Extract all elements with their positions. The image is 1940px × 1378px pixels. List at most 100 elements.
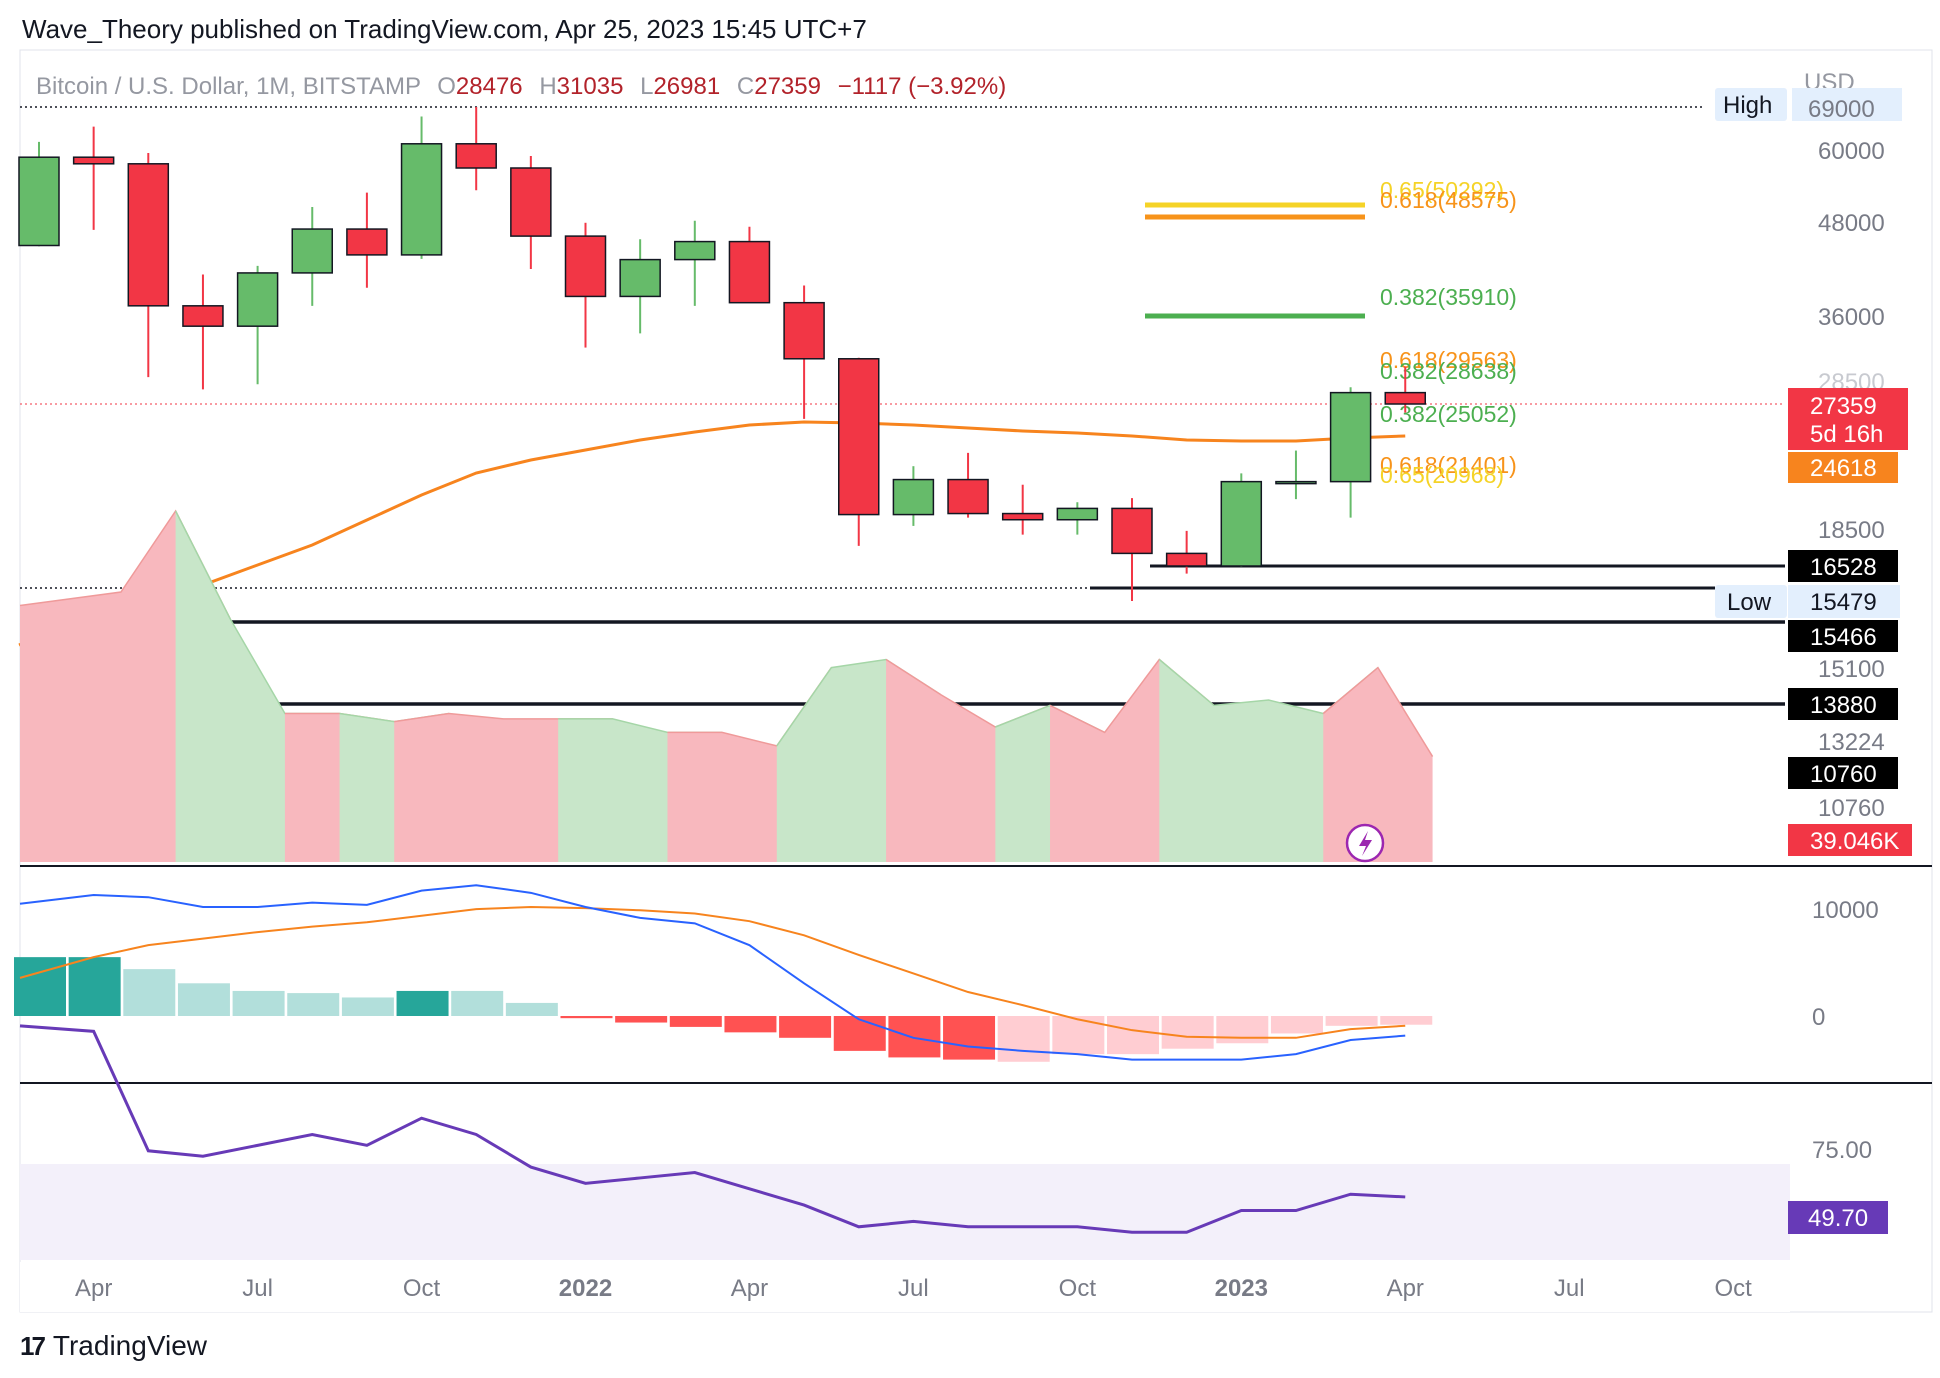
macd-histogram-bar — [888, 1016, 941, 1058]
legend-high-label: H — [539, 73, 556, 100]
bar-countdown: 5d 16h — [1810, 421, 1883, 448]
candle-body — [1056, 507, 1099, 521]
price-tick: 13224 — [1818, 729, 1885, 756]
candle-body — [838, 358, 880, 516]
fib-level-label: 0.65(50292) — [1380, 177, 1504, 203]
candle-body — [18, 156, 60, 247]
macd-histogram-bar — [1216, 1016, 1269, 1044]
macd-histogram-bar — [14, 957, 66, 1016]
candle-body — [564, 235, 607, 298]
level-badge-value: 15466 — [1810, 624, 1877, 651]
legend-close-value: 27359 — [754, 73, 821, 100]
candle-body — [1001, 512, 1044, 521]
macd-histogram-bar — [341, 997, 394, 1016]
candle-body — [182, 305, 224, 327]
price-scale[interactable]: 6000048000360001850015100132241076028500… — [1715, 88, 1912, 856]
candle-body — [236, 272, 279, 327]
candle-body — [510, 167, 552, 237]
candle — [1001, 484, 1044, 535]
candle — [1275, 450, 1317, 500]
high-badge — [1715, 88, 1787, 121]
candle-body — [947, 478, 989, 515]
low-badge — [1715, 585, 1787, 618]
price-tick: 60000 — [1818, 138, 1885, 165]
rsi-pane[interactable]: 75.00 49.70 — [19, 1024, 1888, 1260]
low-badge-label: Low — [1727, 589, 1772, 616]
candle-body — [674, 240, 716, 261]
time-axis: Apr Jul Oct 2022 Apr Jul Oct 2023 Apr Jul Oct — [20, 1262, 1790, 1312]
candle — [127, 153, 170, 378]
candle — [18, 141, 60, 247]
macd-signal-line — [19, 905, 1406, 1039]
fib-level-label: 0.618(29563) — [1380, 347, 1517, 373]
legend-close-label: C — [737, 73, 754, 100]
legend-low-label: L — [640, 73, 653, 100]
macd-histogram-bar — [232, 990, 285, 1016]
macd-histogram-bar — [724, 1016, 777, 1033]
candle — [1329, 387, 1372, 518]
low-value-label: 15479 — [1810, 589, 1877, 616]
level-badge — [1788, 757, 1898, 789]
candle-body — [346, 228, 388, 256]
macd-histogram-bar — [287, 993, 340, 1016]
macd-histogram-bar — [1161, 1016, 1214, 1049]
candle — [1384, 366, 1426, 413]
candle-body — [400, 143, 443, 256]
price-tick: 48000 — [1818, 210, 1885, 237]
moving-average-line — [18, 420, 1406, 647]
candle — [400, 116, 443, 259]
time-tick: Jul — [242, 1275, 273, 1302]
macd-tick: 10000 — [1812, 897, 1879, 924]
macd-tick: 0 — [1812, 1004, 1825, 1031]
candle-body — [1165, 552, 1208, 567]
candle — [947, 452, 989, 518]
legend-low-value: 26981 — [653, 73, 720, 100]
publisher-header: Wave_Theory published on TradingView.com… — [22, 14, 867, 44]
candle — [1056, 502, 1099, 535]
macd-histogram-bar — [505, 1002, 558, 1016]
macd-pane[interactable]: 10000 0 — [14, 884, 1879, 1062]
rsi-line — [19, 1024, 1406, 1234]
legend-high-value: 31035 — [557, 73, 624, 100]
time-tick: Oct — [403, 1275, 441, 1302]
tradingview-brand[interactable]: TradingView — [52, 1330, 208, 1361]
volume-area — [1323, 667, 1433, 862]
candle — [1165, 530, 1208, 574]
rsi-value: 49.70 — [1808, 1205, 1868, 1232]
macd-histogram-bar — [833, 1016, 886, 1051]
tradingview-logo[interactable]: 17 — [20, 1330, 46, 1361]
candle — [510, 156, 552, 269]
macd-histogram-bar — [1270, 1016, 1323, 1034]
volume-value: 39.046K — [1810, 828, 1899, 855]
high-value-label: 69000 — [1808, 96, 1875, 123]
candle — [838, 357, 880, 546]
candle-body — [455, 143, 497, 169]
candle — [455, 107, 497, 191]
high-value-badge — [1792, 88, 1902, 121]
rsi-band — [20, 1164, 1790, 1260]
level-badge — [1788, 620, 1898, 652]
macd-histogram-bar — [669, 1016, 722, 1027]
time-tick: Jul — [898, 1275, 929, 1302]
macd-histogram-bar — [1052, 1016, 1105, 1055]
time-tick: Apr — [731, 1275, 768, 1302]
last-price-badge — [1788, 388, 1908, 450]
level-badge-value: 16528 — [1810, 554, 1877, 581]
legend-open-value: 28476 — [456, 73, 523, 100]
macd-histogram-bar — [123, 969, 176, 1016]
fib-level-label: 0.65(20968) — [1380, 462, 1504, 488]
level-badge — [1788, 688, 1898, 720]
candle — [1111, 498, 1153, 601]
candle-body — [127, 163, 170, 307]
candle — [728, 226, 771, 304]
time-tick: 2022 — [559, 1275, 612, 1302]
candle — [182, 274, 224, 390]
candle — [564, 222, 607, 348]
fib-level-label: 0.382(25052) — [1380, 401, 1517, 427]
macd-histogram-bar — [615, 1016, 668, 1023]
price-pane[interactable]: 0.65(50292)0.618(48575) 0.382(35910) 0.618… — [18, 49, 1933, 1313]
candle — [783, 285, 825, 419]
legend-change: −1117 (−3.92%) — [838, 73, 1007, 100]
volume-badge — [1788, 824, 1912, 856]
